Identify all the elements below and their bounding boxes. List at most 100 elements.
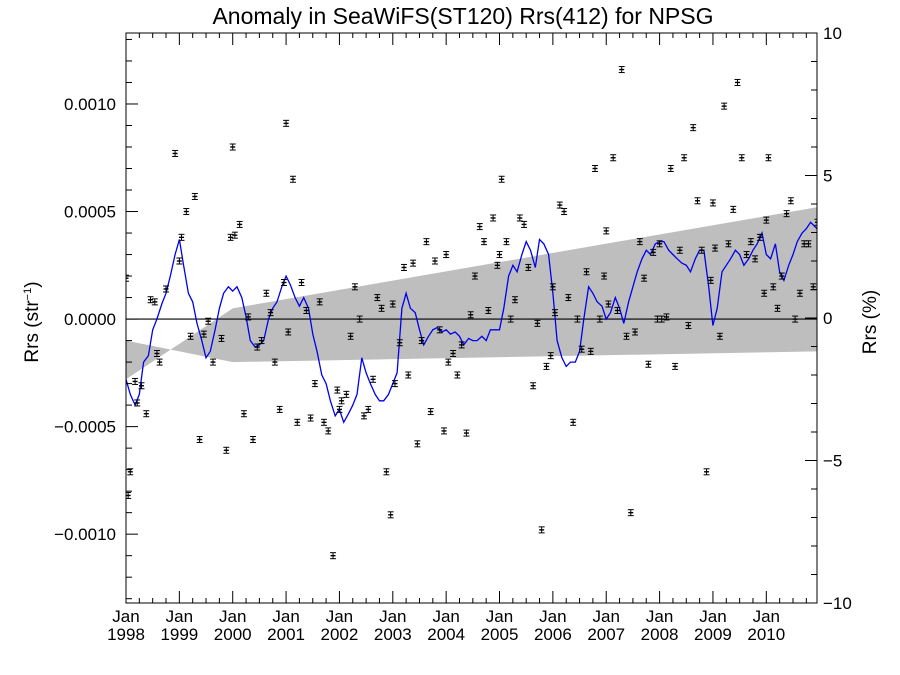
data-point [134, 399, 141, 407]
data-point [311, 380, 318, 388]
data-point [431, 257, 438, 265]
x-tick-month-label: Jan [699, 607, 726, 626]
data-point [476, 223, 483, 231]
data-point [783, 210, 790, 218]
data-point [690, 124, 697, 132]
data-point [578, 345, 585, 353]
x-tick-year-label: 2004 [427, 625, 465, 644]
data-point [200, 330, 207, 338]
data-point [147, 296, 154, 304]
data-point [707, 276, 714, 284]
data-point [667, 165, 674, 173]
data-point [127, 468, 134, 476]
data-point [338, 397, 345, 405]
data-point [685, 322, 692, 330]
data-point [258, 337, 265, 345]
x-tick-year-label: 2008 [641, 625, 679, 644]
x-tick-year-label: 2002 [321, 625, 359, 644]
x-tick-year-label: 2010 [747, 625, 785, 644]
data-point [592, 165, 599, 173]
chart-title: Anomaly in SeaWiFS(ST120) Rrs(412) for N… [212, 3, 713, 29]
x-tick-month-label: Jan [112, 607, 139, 626]
data-point [605, 300, 612, 308]
data-point [418, 337, 425, 345]
y-tick-label: −0.0010 [54, 525, 116, 544]
data-point [496, 251, 503, 259]
data-point [658, 315, 665, 323]
data-point [694, 197, 701, 205]
data-point [423, 238, 430, 246]
x-tick-month-label: Jan [646, 607, 673, 626]
data-point [209, 358, 216, 366]
data-point [183, 208, 190, 216]
data-point [738, 154, 745, 162]
data-point [196, 436, 203, 444]
x-tick-month-label: Jan [326, 607, 353, 626]
data-point [656, 240, 663, 248]
data-point [280, 279, 287, 287]
y-tick-label: 0.0010 [64, 95, 116, 114]
data-point [229, 143, 236, 151]
data-point [410, 259, 417, 267]
data-point [187, 332, 194, 340]
x-tick-year-label: 2000 [214, 625, 252, 644]
y-tick-label: 0.0005 [64, 203, 116, 222]
data-point [645, 360, 652, 368]
data-point [538, 526, 545, 534]
data-point [583, 268, 590, 276]
x-tick-month-label: Jan [272, 607, 299, 626]
data-point [294, 418, 301, 426]
data-point [383, 468, 390, 476]
data-point [276, 405, 283, 413]
data-point [712, 244, 719, 252]
data-point [467, 311, 474, 319]
data-point [178, 233, 185, 241]
data-point [138, 382, 145, 390]
data-point [747, 238, 754, 246]
data-point [218, 334, 225, 342]
data-point [458, 341, 465, 349]
data-point [481, 238, 488, 246]
data-point [443, 251, 450, 259]
data-point [223, 446, 230, 454]
x-tick-year-label: 2009 [694, 625, 732, 644]
data-point [761, 289, 768, 297]
data-point [191, 192, 198, 200]
data-point [370, 375, 377, 383]
data-point [721, 102, 728, 110]
data-point [676, 246, 683, 254]
data-point [743, 251, 750, 259]
y-tick-label: −0.0005 [54, 418, 116, 437]
data-point [441, 427, 448, 435]
data-point [681, 154, 688, 162]
data-point [663, 313, 670, 321]
data-point [151, 298, 158, 306]
x-tick-month-label: Jan [753, 607, 780, 626]
data-point [427, 408, 434, 416]
data-point [463, 429, 470, 437]
data-point [610, 154, 617, 162]
y-tick-label: 0.0000 [64, 310, 116, 329]
data-point [552, 309, 559, 317]
y2-tick-label: 5 [823, 167, 832, 186]
data-point [556, 201, 563, 209]
data-point [525, 263, 532, 271]
data-point [574, 315, 581, 323]
data-point [143, 410, 150, 418]
data-point [454, 371, 461, 379]
data-point [263, 289, 270, 297]
data-point [734, 78, 741, 86]
x-tick-year-label: 2007 [587, 625, 625, 644]
data-point [303, 306, 310, 314]
y-axis-label: Rrs (str−1) [22, 281, 43, 362]
data-point [650, 248, 657, 256]
data-point [374, 294, 381, 302]
data-point [271, 358, 278, 366]
plot-inner [126, 66, 817, 560]
y2-axis-label: Rrs (%) [860, 290, 881, 354]
data-point [405, 371, 412, 379]
data-point [132, 377, 139, 385]
data-point [534, 319, 541, 327]
x-tick-month-label: Jan [432, 607, 459, 626]
data-point [778, 272, 785, 280]
